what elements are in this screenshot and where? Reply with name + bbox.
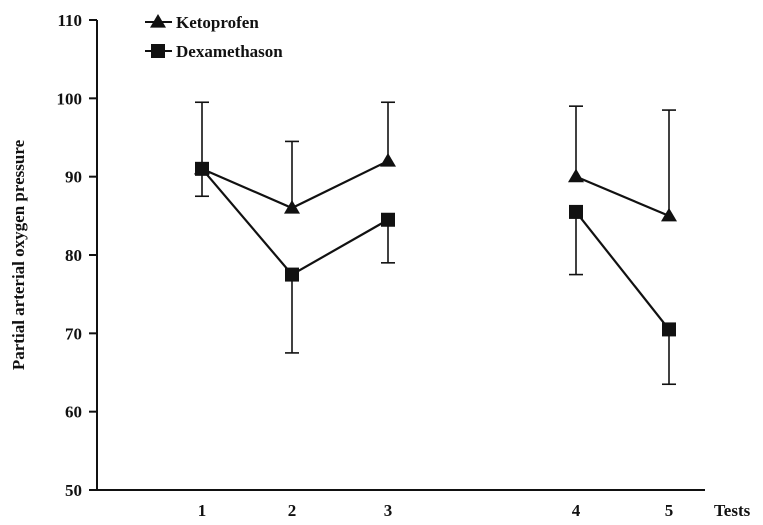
x-tick-label: 3 bbox=[384, 501, 393, 520]
y-tick-label: 50 bbox=[65, 481, 82, 500]
x-tick-label: 4 bbox=[572, 501, 581, 520]
x-tick-label: 5 bbox=[665, 501, 674, 520]
y-tick-label: 100 bbox=[57, 89, 83, 108]
data-point bbox=[285, 267, 299, 282]
series-line bbox=[575, 175, 670, 217]
x-axis-title: Tests bbox=[714, 501, 751, 520]
data-point bbox=[195, 161, 209, 176]
series-line bbox=[575, 211, 670, 331]
x-ticks: 1 2 3 4 5 bbox=[198, 501, 674, 520]
y-ticks: 50 60 70 80 90 100 110 bbox=[57, 11, 97, 500]
axes bbox=[96, 20, 705, 491]
data-point bbox=[381, 212, 395, 227]
series-line bbox=[201, 168, 389, 276]
x-tick-label: 1 bbox=[198, 501, 207, 520]
x-tick-label: 2 bbox=[288, 501, 297, 520]
series-layer bbox=[194, 101, 677, 386]
y-tick-label: 60 bbox=[65, 403, 82, 422]
y-tick-label: 110 bbox=[57, 11, 82, 30]
data-point bbox=[661, 207, 677, 222]
data-point bbox=[380, 153, 396, 167]
legend: Ketoprofen Dexamethason bbox=[145, 13, 283, 61]
y-axis-title: Partial arterial oxygen pressure bbox=[9, 139, 28, 370]
series-dexamethason bbox=[195, 161, 676, 386]
y-tick-label: 70 bbox=[65, 324, 82, 343]
legend-label: Dexamethason bbox=[176, 42, 283, 61]
data-point bbox=[568, 168, 584, 183]
y-tick-label: 90 bbox=[65, 168, 82, 187]
legend-marker bbox=[151, 44, 165, 58]
legend-label: Ketoprofen bbox=[176, 13, 259, 32]
data-point bbox=[569, 204, 583, 219]
series-ketoprofen bbox=[194, 101, 677, 222]
data-point bbox=[284, 200, 300, 214]
legend-marker bbox=[150, 14, 166, 28]
y-tick-label: 80 bbox=[65, 246, 82, 265]
data-point bbox=[662, 322, 676, 337]
